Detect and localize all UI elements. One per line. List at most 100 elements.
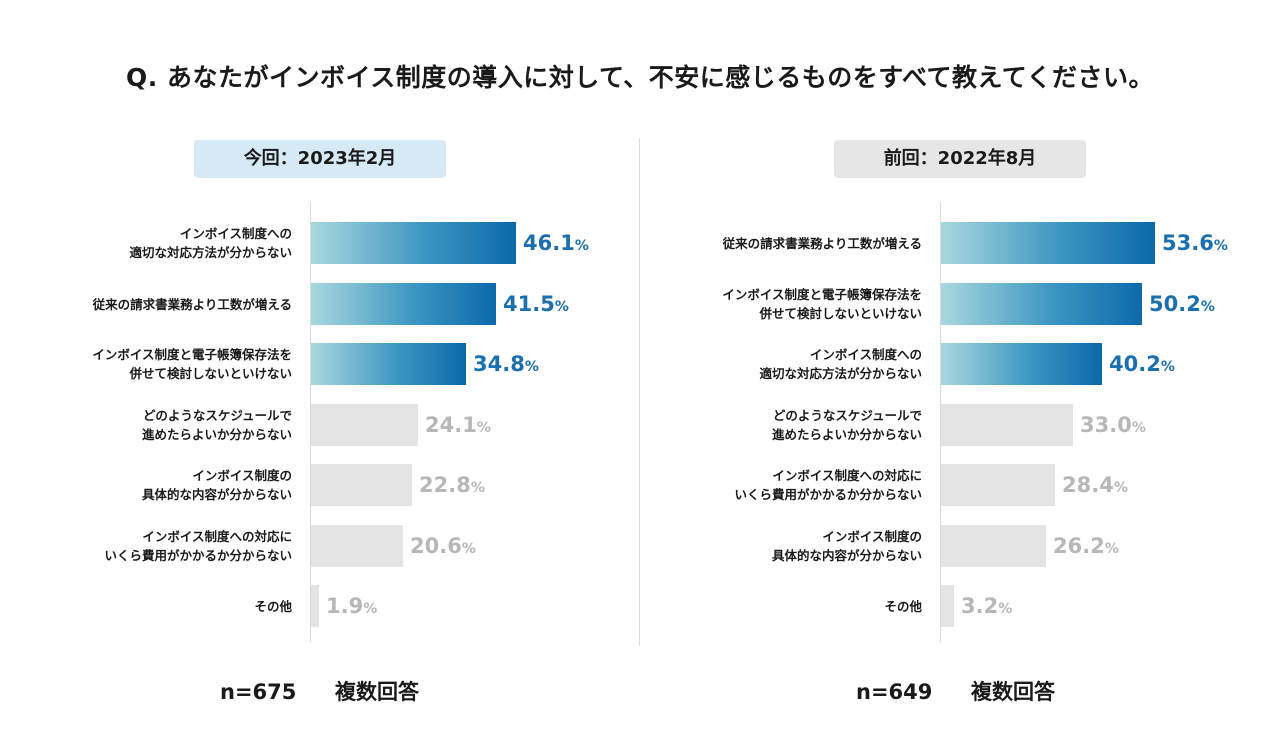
bar-axis-current — [310, 202, 311, 642]
bar — [941, 585, 954, 627]
category-label-line: 従来の請求書業務より工数が増える — [92, 296, 292, 312]
category-label-line: 従来の請求書業務より工数が増える — [722, 235, 922, 251]
category-label: インボイス制度への適切な対応方法が分からない — [129, 222, 292, 264]
category-label: インボイス制度への対応にいくら費用がかかるか分からない — [734, 464, 922, 506]
data-label: 46.1% — [523, 222, 589, 264]
data-label-value: 28.4 — [1062, 473, 1114, 497]
category-label-line: 併せて検討しないといけない — [129, 366, 292, 381]
category-label-line: 適切な対応方法が分からない — [759, 366, 922, 381]
category-label-line: 具体的な内容が分からない — [771, 548, 922, 563]
n-label-current: n=675 — [220, 680, 297, 704]
bar-row: どのようなスケジュールで 進めたらよいか分からない 33.0% — [640, 404, 1280, 446]
data-label-value: 24.1 — [425, 413, 477, 437]
category-label-line: 適切な対応方法が分からない — [129, 245, 292, 260]
bar-row: その他 1.9% — [0, 585, 640, 627]
chart-previous: 前回：2022年8月 従来の請求書業務より工数が増える 53.6% インボイス制度と… — [640, 0, 1280, 750]
data-label-unit: % — [461, 541, 476, 557]
data-label-value: 1.9 — [326, 594, 364, 618]
bar-row: インボイス制度への対応にいくら費用がかかるか分からない 28.4% — [640, 464, 1280, 506]
note-current: 複数回答 — [335, 680, 420, 704]
category-label: インボイス制度の 具体的な内容が分からない — [772, 525, 922, 567]
bar-row: インボイス制度への適切な対応方法が分からない 40.2% — [640, 343, 1280, 385]
bar-row: その他 3.2% — [640, 585, 1280, 627]
bar — [311, 343, 466, 385]
category-label: どのようなスケジュールで 進めたらよいか分からない — [142, 404, 292, 446]
category-label: インボイス制度への対応にいくら費用がかかるか分からない — [104, 525, 292, 567]
data-label: 40.2% — [1109, 343, 1175, 385]
category-label-line: 進めたらよいか分からない — [771, 427, 922, 442]
bar-row: インボイス制度と電子帳簿保存法を 併せて検討しないといけない 34.8% — [0, 343, 640, 385]
bar-row: インボイス制度と電子帳簿保存法を 併せて検討しないといけない 50.2% — [640, 283, 1280, 325]
category-label-line: インボイス制度と電子帳簿保存法を — [92, 347, 292, 362]
category-label-line: インボイス制度への対応に — [142, 529, 292, 544]
category-label-line: インボイス制度への — [179, 226, 292, 241]
bar-row: 従来の請求書業務より工数が増える 53.6% — [640, 222, 1280, 264]
category-label: インボイス制度への適切な対応方法が分からない — [759, 343, 922, 385]
category-label-line: インボイス制度への対応に — [772, 468, 922, 483]
category-label: インボイス制度と電子帳簿保存法を 併せて検討しないといけない — [722, 283, 922, 325]
category-label-line: インボイス制度への — [809, 347, 922, 362]
data-label: 53.6% — [1162, 222, 1228, 264]
bar — [941, 283, 1142, 325]
sample-size-current: n=675 複数回答 — [220, 676, 419, 706]
category-label-line: どのようなスケジュールで — [772, 408, 922, 423]
category-label: その他 — [254, 585, 292, 627]
category-label: どのようなスケジュールで 進めたらよいか分からない — [772, 404, 922, 446]
category-label-line: 具体的な内容が分からない — [141, 487, 292, 502]
bar — [941, 404, 1073, 446]
note-previous: 複数回答 — [971, 680, 1056, 704]
bar — [311, 404, 418, 446]
bar — [311, 222, 516, 264]
bar — [941, 222, 1155, 264]
page-title: Q. あなたがインボイス制度の導入に対して、不安に感じるものをすべて教えてくださ… — [126, 63, 1154, 92]
bar-row: どのようなスケジュールで 進めたらよいか分からない 24.1% — [0, 404, 640, 446]
data-label: 3.2% — [961, 585, 1012, 627]
data-label: 20.6% — [410, 525, 476, 567]
bar — [311, 585, 319, 627]
category-label: 従来の請求書業務より工数が増える — [93, 283, 292, 325]
data-label-value: 41.5 — [503, 292, 555, 316]
data-label-unit: % — [1200, 299, 1215, 315]
category-label-line: いくら費用がかかるか分からない — [734, 487, 922, 502]
data-label-unit: % — [476, 420, 491, 436]
bar — [941, 464, 1055, 506]
bar — [941, 525, 1046, 567]
data-label-unit: % — [470, 480, 485, 496]
data-label-unit: % — [554, 299, 569, 315]
category-label: インボイス制度と電子帳簿保存法を併せて検討しないといけない — [92, 343, 292, 385]
bar-row: インボイス制度の 具体的な内容が分からない 26.2% — [640, 525, 1280, 567]
bar — [311, 525, 403, 567]
chart-title-current: 今回：2023年2月 — [194, 140, 446, 178]
data-label: 26.2% — [1053, 525, 1119, 567]
category-label-line: インボイス制度と電子帳簿保存法を — [722, 287, 922, 302]
chart-title-previous: 前回：2022年8月 — [834, 140, 1086, 178]
data-label-value: 26.2 — [1053, 534, 1105, 558]
data-label: 41.5% — [503, 283, 569, 325]
data-label-unit: % — [1131, 420, 1146, 436]
sample-size-previous: n=649 複数回答 — [856, 676, 1055, 706]
bar-row: インボイス制度の 具体的な内容が分からない 22.8% — [0, 464, 640, 506]
data-label: 24.1% — [425, 404, 491, 446]
data-label-value: 33.0 — [1080, 413, 1132, 437]
data-label-unit: % — [998, 601, 1013, 617]
data-label: 50.2% — [1149, 283, 1215, 325]
category-label-line: 進めたらよいか分からない — [141, 427, 292, 442]
category-label-line: どのようなスケジュールで — [142, 408, 292, 423]
bar-row: 従来の請求書業務より工数が増える 41.5% — [0, 283, 640, 325]
data-label-value: 22.8 — [419, 473, 471, 497]
category-label-line: その他 — [884, 598, 922, 614]
bar — [311, 464, 412, 506]
data-label-value: 34.8 — [473, 352, 525, 376]
data-label: 33.0% — [1080, 404, 1146, 446]
category-label-line: いくら費用がかかるか分からない — [104, 548, 292, 563]
data-label-unit: % — [1113, 480, 1128, 496]
data-label-unit: % — [1104, 541, 1119, 557]
category-label-line: その他 — [254, 598, 292, 614]
bar-axis-previous — [940, 202, 941, 642]
bar — [311, 283, 496, 325]
data-label-unit: % — [574, 238, 589, 254]
data-label-unit: % — [363, 601, 378, 617]
bar — [941, 343, 1102, 385]
data-label-value: 53.6 — [1162, 231, 1214, 255]
category-label: インボイス制度の 具体的な内容が分からない — [142, 464, 292, 506]
